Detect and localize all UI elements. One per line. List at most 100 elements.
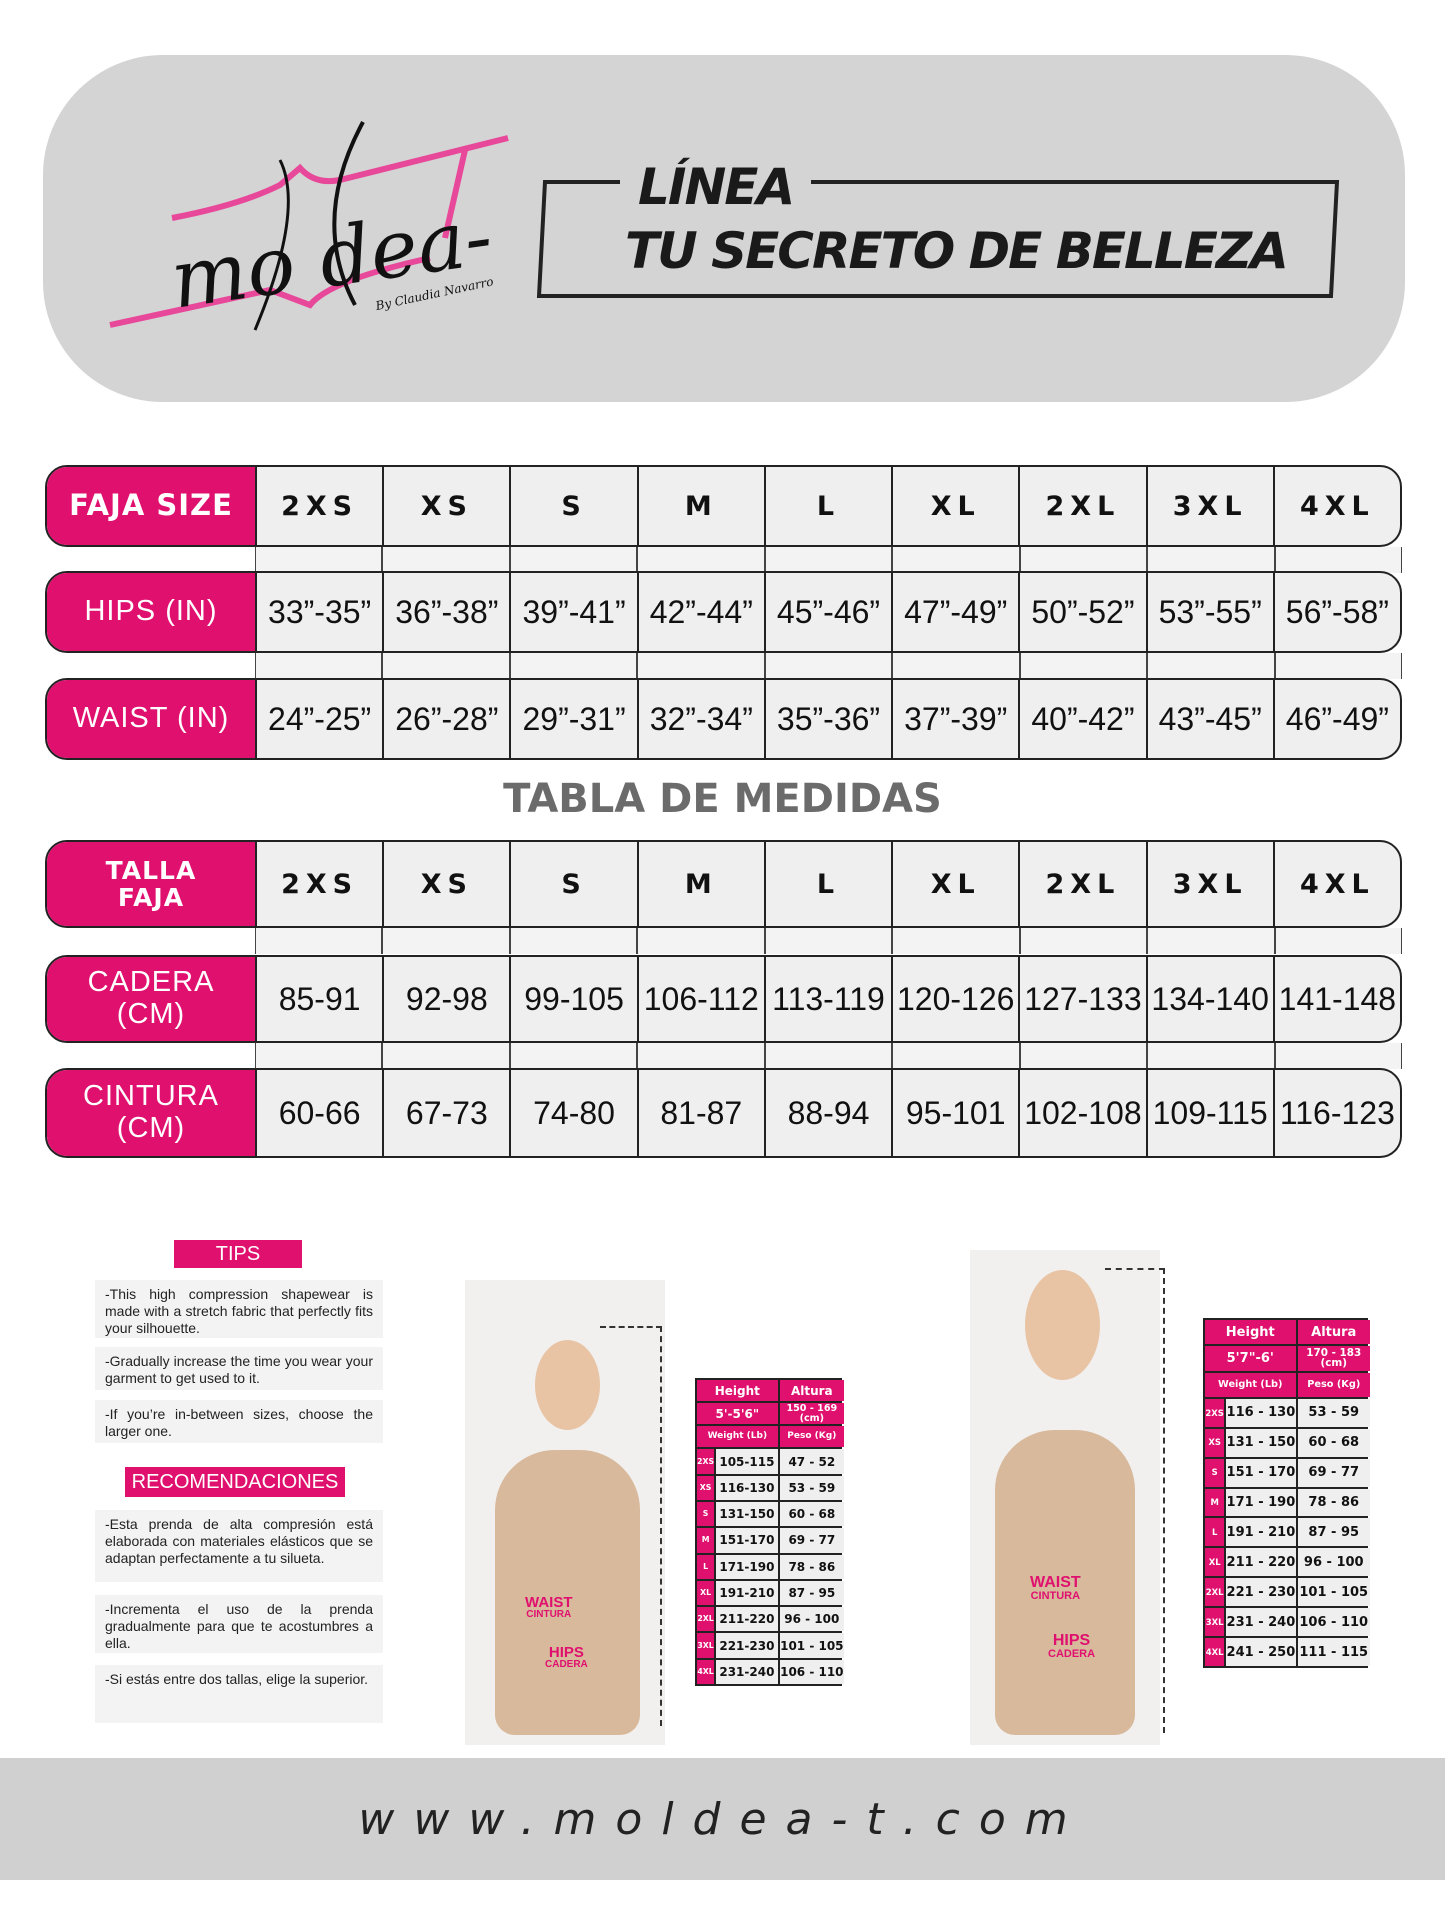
table-cell: L — [1205, 1518, 1225, 1547]
cintura-label: CINTURA — [1030, 1590, 1081, 1602]
table-cell: 60 - 68 — [1297, 1428, 1370, 1457]
table-cell: 47 - 52 — [779, 1449, 844, 1474]
size-cell: 2XS — [257, 467, 385, 545]
table-cell: XL — [1205, 1548, 1225, 1577]
table-cell: 101 - 105 — [779, 1633, 844, 1658]
hips-label: HIPS — [548, 1644, 584, 1661]
size-cell: 67-73 — [384, 1070, 512, 1156]
model-photo: WAIST CINTURA HIPS CADERA — [970, 1250, 1160, 1745]
table-cell: XL — [697, 1580, 715, 1606]
row-label: WAIST (IN) — [47, 680, 257, 758]
table-cell: L — [697, 1554, 715, 1579]
size-cell: 3XL — [1148, 467, 1275, 545]
table-cell: Weight (Lb) — [1205, 1372, 1296, 1397]
cadera-label: CADERA — [1048, 1648, 1096, 1660]
metric-heading: TABLA DE MEDIDAS — [503, 776, 942, 822]
row-label: FAJA SIZE — [47, 467, 257, 545]
size-cell: 32”-34” — [639, 680, 766, 758]
size-cell: 109-115 — [1148, 1070, 1275, 1156]
table-cell: 3XL — [1205, 1608, 1225, 1637]
size-cell: 4XL — [1299, 490, 1375, 522]
size-row: WAIST (IN) 24”-25” 26”-28” 29”-31” 32”-34” 35… — [45, 678, 1402, 760]
model-photo: WAIST CINTURA HIPS CADERA — [465, 1280, 665, 1745]
brand-logo: mo dea- By Claudia Navarro — [109, 121, 509, 331]
table-cell: 231-240 — [716, 1659, 778, 1684]
table-cell: S — [1205, 1458, 1225, 1487]
weight-size-table: Height Altura 5'-5'6" 150 - 169 (cm) Weight … — [695, 1378, 844, 1686]
table-cell: XS — [1205, 1428, 1225, 1457]
table-cell: 106 - 110 — [779, 1659, 844, 1684]
table-cell: 106 - 110 — [1297, 1608, 1370, 1637]
size-cell: 2XL — [1020, 467, 1148, 545]
table-cell: Height — [697, 1380, 778, 1402]
size-cell: L — [766, 842, 894, 926]
table-cell: 241 - 250 — [1226, 1638, 1296, 1666]
size-cell: 2XS — [257, 842, 385, 926]
size-cell: 24”-25” — [257, 680, 385, 758]
size-cell: 120-126 — [893, 957, 1021, 1041]
table-cell: 131 - 150 — [1226, 1428, 1296, 1457]
website-link[interactable]: www.moldea-t.com — [358, 1793, 1087, 1845]
cadera-label: CADERA — [545, 1659, 588, 1670]
size-cell: M — [639, 842, 766, 926]
table-cell: S — [697, 1501, 715, 1527]
size-cell: 50”-52” — [1020, 573, 1148, 651]
size-cell: M — [639, 467, 766, 545]
row-label: CADERA (CM) — [47, 957, 257, 1041]
table-cell: 5'-5'6" — [697, 1403, 778, 1425]
size-cell: 45”-46” — [766, 573, 894, 651]
size-row: CINTURA (CM) 60-66 67-73 74-80 81-87 88-94 95-1… — [45, 1068, 1402, 1158]
size-cell: 113-119 — [766, 957, 894, 1041]
size-cell: 88-94 — [766, 1070, 894, 1156]
size-cell: 29”-31” — [511, 680, 639, 758]
size-cell: 35”-36” — [766, 680, 894, 758]
size-cell: 40”-42” — [1020, 680, 1148, 758]
table-cell: 96 - 100 — [1297, 1548, 1370, 1577]
size-cell: 2XL — [1020, 842, 1148, 926]
table-cell: XS — [697, 1475, 715, 1500]
row-connector — [255, 653, 1402, 679]
table-cell: Altura — [779, 1380, 844, 1402]
size-cell: 74-80 — [511, 1070, 639, 1156]
size-cell: 92-98 — [384, 957, 512, 1041]
row-label: CINTURA (CM) — [47, 1070, 257, 1156]
row-label: TALLA FAJA — [47, 842, 257, 926]
table-cell: 211-220 — [716, 1607, 778, 1632]
size-cell: L — [766, 467, 894, 545]
table-cell: M — [697, 1528, 715, 1553]
table-cell: 221 - 230 — [1226, 1578, 1296, 1607]
tip-item: -Gradually increase the time you wear yo… — [95, 1347, 383, 1390]
table-cell: 171-190 — [716, 1554, 778, 1579]
table-cell: 78 - 86 — [779, 1554, 844, 1579]
size-cell: 3XL — [1148, 842, 1275, 926]
table-cell: 171 - 190 — [1226, 1488, 1296, 1517]
size-cell: 56”-58” — [1285, 593, 1389, 630]
table-cell: 116 - 130 — [1226, 1398, 1296, 1427]
recomendacion-item: -Si estás entre dos tallas, elige la sup… — [95, 1665, 383, 1723]
size-cell: 99-105 — [511, 957, 639, 1041]
size-row: HIPS (IN) 33”-35” 36”-38” 39”-41” 42”-44” 45”… — [45, 571, 1402, 653]
table-cell: Height — [1205, 1320, 1296, 1345]
table-cell: 2XL — [1205, 1578, 1225, 1607]
table-cell: 151-170 — [716, 1528, 778, 1553]
table-cell: 111 - 115 — [1297, 1638, 1370, 1666]
size-cell: 36”-38” — [384, 573, 512, 651]
row-connector — [255, 928, 1402, 954]
table-cell: 53 - 59 — [779, 1475, 844, 1500]
size-cell: 85-91 — [257, 957, 385, 1041]
table-cell: 231 - 240 — [1226, 1608, 1296, 1637]
height-guide — [600, 1326, 662, 1726]
table-cell: 170 - 183 (cm) — [1297, 1346, 1370, 1371]
table-cell: 191-210 — [716, 1580, 778, 1606]
cintura-label: CINTURA — [526, 1609, 572, 1620]
table-cell: 87 - 95 — [779, 1580, 844, 1606]
size-cell: S — [511, 842, 639, 926]
table-cell: 53 - 59 — [1297, 1398, 1370, 1427]
size-cell: XL — [893, 842, 1021, 926]
recomendacion-item: -Esta prenda de alta compresión está ela… — [95, 1510, 383, 1582]
table-cell: 211 - 220 — [1226, 1548, 1296, 1577]
size-cell: 81-87 — [639, 1070, 766, 1156]
table-cell: 151 - 170 — [1226, 1458, 1296, 1487]
size-cell: 127-133 — [1020, 957, 1148, 1041]
footer-band: www.moldea-t.com — [0, 1758, 1445, 1880]
